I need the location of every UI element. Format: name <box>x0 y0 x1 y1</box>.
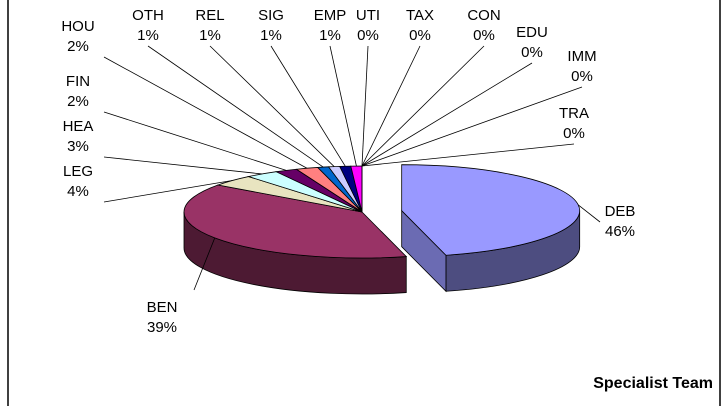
leader-line <box>361 45 369 167</box>
value-label: 0% <box>571 68 593 85</box>
leader-line <box>103 56 308 169</box>
category-label: REL <box>195 7 224 24</box>
category-label: LEG <box>63 163 93 180</box>
value-label: 2% <box>67 38 89 55</box>
category-label: OTH <box>132 7 164 24</box>
leader-line <box>147 45 324 168</box>
value-label: 39% <box>147 319 177 336</box>
category-label: TAX <box>406 7 434 24</box>
leader-line <box>578 204 601 223</box>
category-label: TRA <box>559 105 589 122</box>
leader-line <box>193 237 216 291</box>
leader-line <box>361 45 421 167</box>
category-label: UTI <box>356 7 380 24</box>
leader-line <box>361 143 575 167</box>
leader-line <box>329 45 357 167</box>
category-label: SIG <box>258 7 284 24</box>
value-label: 1% <box>319 27 341 44</box>
value-label: 1% <box>260 27 282 44</box>
value-label: 1% <box>137 27 159 44</box>
leader-line <box>361 45 485 167</box>
leader-line <box>361 62 533 167</box>
leader-line <box>103 156 262 175</box>
category-label: BEN <box>147 299 178 316</box>
value-label: 2% <box>67 93 89 110</box>
category-label: CON <box>467 7 500 24</box>
value-label: 0% <box>521 44 543 61</box>
value-label: 3% <box>67 138 89 155</box>
leader-line <box>103 111 287 171</box>
leader-line <box>361 86 583 167</box>
value-label: 0% <box>563 125 585 142</box>
category-label: EDU <box>516 24 548 41</box>
category-label: EMP <box>314 7 347 24</box>
category-label: HOU <box>61 18 94 35</box>
value-label: 4% <box>67 183 89 200</box>
leader-line <box>209 45 335 167</box>
value-label: 0% <box>409 27 431 44</box>
slice <box>401 164 581 256</box>
value-label: 0% <box>357 27 379 44</box>
category-label: HEA <box>63 118 94 135</box>
leader-line <box>103 180 233 203</box>
category-label: FIN <box>66 73 90 90</box>
value-label: 46% <box>605 223 635 240</box>
leader-line <box>270 45 346 167</box>
chart-frame <box>7 0 721 406</box>
value-label: 0% <box>473 27 495 44</box>
chart-title: Specialist Team <box>593 375 713 392</box>
value-label: 1% <box>199 27 221 44</box>
category-label: IMM <box>567 48 596 65</box>
category-label: DEB <box>605 203 636 220</box>
